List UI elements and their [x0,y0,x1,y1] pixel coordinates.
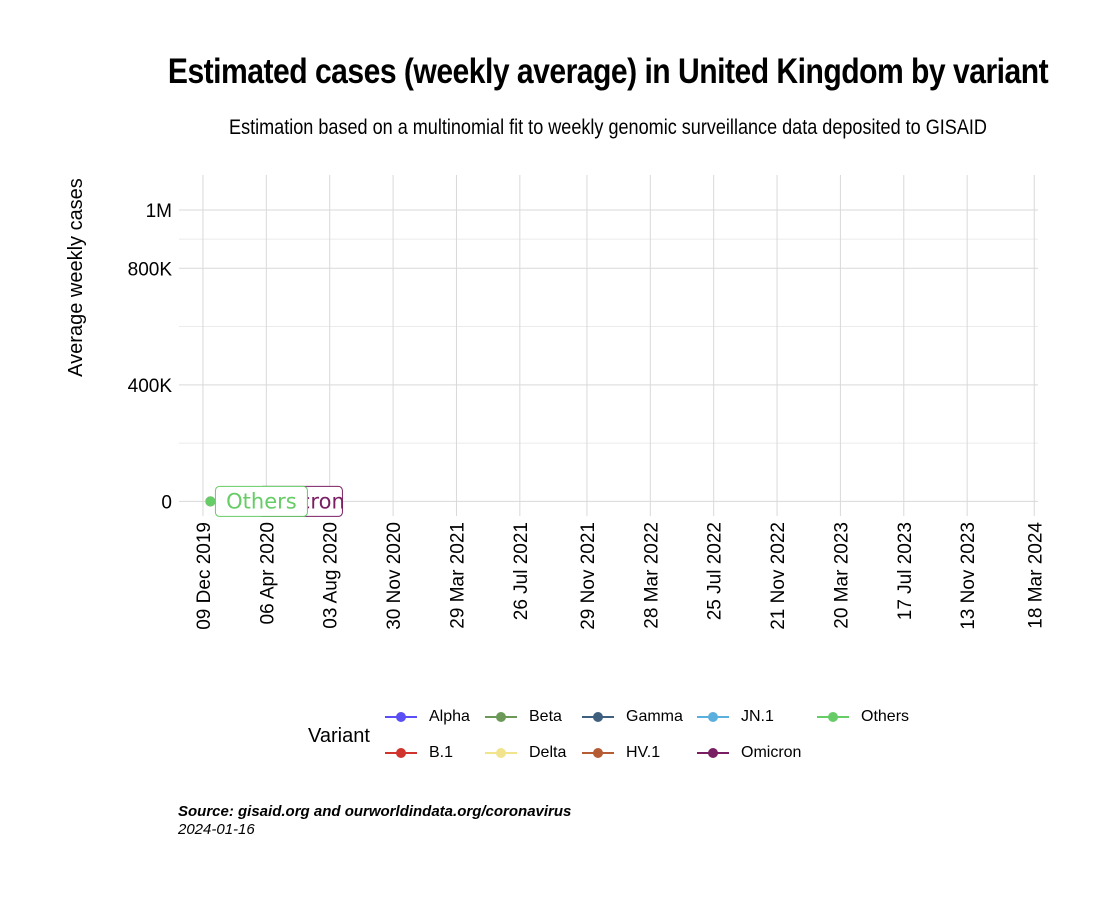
x-tick-label: 21 Nov 2022 [768,522,789,630]
y-tick-label: 1M [146,201,172,222]
legend-key [697,745,729,761]
legend-key [582,709,614,725]
x-tick-label: 20 Mar 2023 [831,522,852,629]
legend-label: Delta [529,744,567,761]
legend-item-jn.1: JN.1 [697,708,774,726]
x-tick-label: 13 Nov 2023 [958,522,979,630]
legend-item-hv.1: HV.1 [582,744,660,762]
x-tick-label: 17 Jul 2023 [895,522,916,620]
x-tick-label: 29 Nov 2021 [578,522,599,630]
legend-title: Variant [308,725,370,747]
x-tick-label: 06 Apr 2020 [257,522,278,624]
legend-label: Alpha [429,708,470,725]
legend-item-alpha: Alpha [385,708,470,726]
svg-text:Others: Others [226,489,297,513]
x-tick-label: 18 Mar 2024 [1025,522,1046,629]
x-tick-label: 25 Jul 2022 [705,522,726,620]
x-tick-label: 26 Jul 2021 [511,522,532,620]
x-tick-label: 28 Mar 2022 [641,522,662,629]
chart-title: Estimated cases (weekly average) in Unit… [167,52,1049,91]
x-tick-label: 09 Dec 2019 [194,522,215,630]
legend-key [485,709,517,725]
y-tick-label: 400K [128,376,173,397]
x-tick-label: 03 Aug 2020 [321,522,342,629]
x-tick-label: 29 Mar 2021 [447,522,468,629]
legend-key [385,745,417,761]
series-label-others: Others [214,485,308,517]
legend-item-beta: Beta [485,708,562,726]
legend-item-delta: Delta [485,744,566,762]
legend-key [697,709,729,725]
legend-key [817,709,849,725]
legend-key [385,709,417,725]
legend-item-b.1: B.1 [385,744,453,762]
series-point-others [205,496,216,507]
legend-item-omicron: Omicron [697,744,801,762]
source-caption: Source: gisaid.org and ourworldindata.or… [178,803,572,820]
date-caption: 2024-01-16 [178,821,255,838]
legend-item-others: Others [817,708,909,726]
y-axis-title: Average weekly cases [65,178,87,377]
legend-item-gamma: Gamma [582,708,683,726]
y-tick-label: 800K [128,259,173,280]
legend-label: Omicron [741,744,802,761]
legend-label: Others [861,708,910,725]
legend-key [485,745,517,761]
legend-label: B.1 [429,744,454,761]
chart-plot: 0 400K 800K 1M 09 Dec 2019 06 Apr 2020 03 Aug … [65,175,1046,630]
legend-label: JN.1 [741,708,774,725]
legend-key [582,745,614,761]
x-tick-label: 30 Nov 2020 [384,522,405,630]
legend-label: Gamma [626,708,683,725]
chart-subtitle: Estimation based on a multinomial fit to… [229,116,987,139]
legend-label: HV.1 [626,744,661,761]
y-tick-label: 0 [161,492,172,513]
legend-label: Beta [529,708,562,725]
